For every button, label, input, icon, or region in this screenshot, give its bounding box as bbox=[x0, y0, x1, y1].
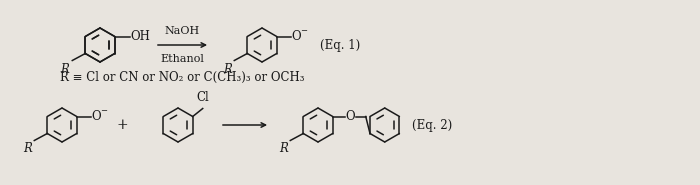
Text: Ethanol: Ethanol bbox=[160, 54, 204, 64]
Text: −: − bbox=[99, 107, 106, 115]
Text: R: R bbox=[23, 142, 32, 156]
Text: R: R bbox=[279, 142, 288, 156]
Text: Cl: Cl bbox=[196, 90, 209, 103]
Text: −: − bbox=[300, 28, 307, 36]
Text: NaOH: NaOH bbox=[165, 26, 200, 36]
Text: R ≡ Cl or CN or NO₂ or C(CH₃)₃ or OCH₃: R ≡ Cl or CN or NO₂ or C(CH₃)₃ or OCH₃ bbox=[60, 70, 304, 83]
Text: +: + bbox=[116, 118, 128, 132]
Text: O: O bbox=[92, 110, 102, 123]
Text: OH: OH bbox=[131, 30, 150, 43]
Text: (Eq. 1): (Eq. 1) bbox=[320, 38, 360, 51]
Text: O: O bbox=[292, 30, 301, 43]
Text: R: R bbox=[223, 63, 232, 75]
Text: (Eq. 2): (Eq. 2) bbox=[412, 119, 452, 132]
Text: O: O bbox=[346, 110, 356, 123]
Text: R: R bbox=[60, 63, 69, 75]
